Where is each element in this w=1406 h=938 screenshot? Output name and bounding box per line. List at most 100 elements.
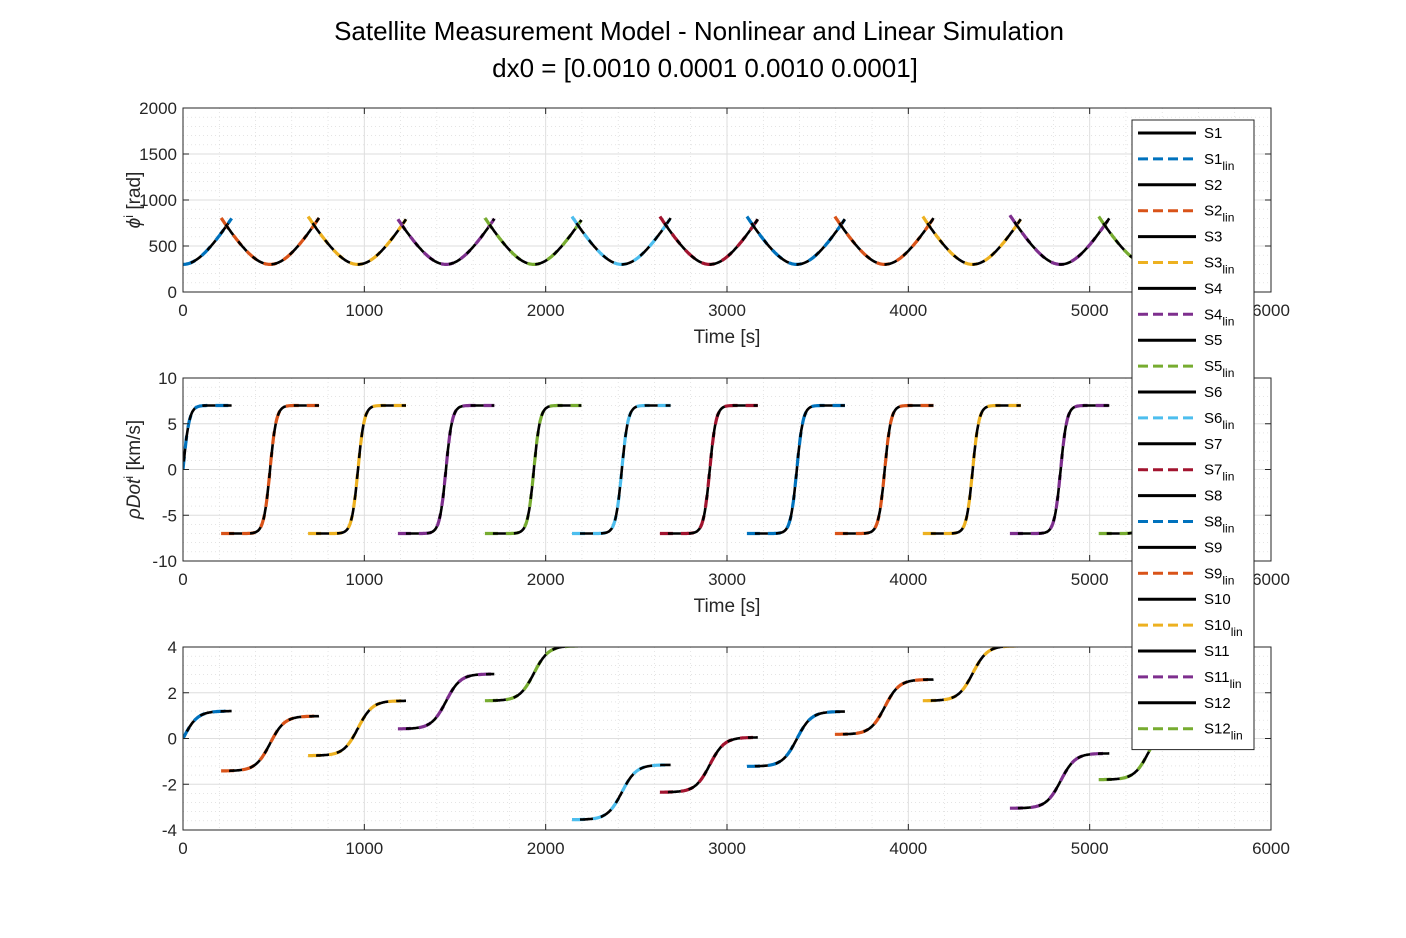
x-tick-label: 0 [178,839,187,858]
x-tick-label: 4000 [889,570,927,589]
series-line-S9 [834,678,934,736]
series-line-S7 [658,215,759,266]
x-tick-label: 2000 [527,570,565,589]
series-line-S4-lin [396,217,496,266]
series-line-S8-lin [745,215,847,266]
series-group [183,403,1180,536]
series-line-S11 [1009,404,1110,535]
series-line-S6 [572,763,671,821]
legend-label-S5-lin: S5lin [1204,358,1234,380]
legend: S1 S1lin S2 S2lin S3 S3lin S4 S4lin S5 S5lin S6 S6l… [1131,119,1255,751]
subplot-phi: 0 1000 2000 3000 4000 5000 6000 0 500 1000 1500 200… [121,99,1290,348]
y-tick-label: -4 [162,821,177,840]
series-line-S5 [484,647,582,702]
x-tick-label: 3000 [708,839,746,858]
y-tick-label: 500 [149,237,177,256]
legend-label-S3-lin: S3lin [1204,255,1234,277]
y-tick-label: 2000 [139,99,177,118]
series-line-S1 [183,709,232,740]
series-line-S9-lin [833,215,935,266]
legend-label-S6: S6 [1204,384,1222,401]
series-line-S2-lin [219,216,321,266]
y-axis-label: ϕi [rad] [121,172,145,229]
series-line-S2-lin [221,714,320,773]
series-line-S6-lin [572,763,671,822]
y-axis-label: ρDoti [km/s] [121,420,145,520]
x-tick-label: 1000 [345,301,383,320]
x-tick-label: 3000 [708,570,746,589]
legend-label-S6-lin: S6lin [1204,410,1234,432]
x-tick-label: 6000 [1252,301,1290,320]
y-tick-label: 2 [168,684,177,703]
y-tick-label: 5 [168,415,177,434]
series-line-S6 [572,404,671,535]
y-tick-label: -5 [162,506,177,525]
x-axis-label: Time [s] [694,596,761,617]
x-tick-label: 3000 [708,301,746,320]
x-tick-label: 0 [178,570,187,589]
x-tick-label: 5000 [1071,570,1109,589]
y-tick-label: 0 [168,283,177,302]
legend-label-S12: S12 [1204,695,1231,712]
series-line-S8 [746,710,845,768]
subplot-elev: 0 1000 2000 3000 4000 5000 6000 -4 -2 0 2 4 [162,638,1290,858]
series-line-S4-lin [397,672,495,731]
y-tick-label: -10 [152,552,177,571]
series-group [183,214,1182,266]
series-line-S12 [1098,404,1180,535]
legend-label-S8: S8 [1204,488,1222,505]
legend-label-S2-lin: S2lin [1204,203,1234,225]
series-line-S9 [833,215,935,266]
y-tick-label: 1500 [139,145,177,164]
series-line-S2 [220,217,321,266]
legend-label-S2: S2 [1204,177,1222,194]
series-line-S2 [221,714,320,773]
series-line-S11 [1008,214,1111,266]
series-line-S8 [745,215,846,266]
series-line-S7 [659,736,758,794]
x-tick-label: 2000 [527,839,565,858]
x-tick-label: 1000 [345,570,383,589]
legend-label-S12-lin: S12lin [1204,721,1243,743]
series-line-S3 [308,404,406,535]
series-line-S7-lin [658,215,760,266]
x-tick-label: 4000 [889,839,927,858]
series-line-S9 [834,404,934,535]
legend-label-S1-lin: S1lin [1204,151,1234,173]
x-tick-label: 4000 [889,301,927,320]
legend-label-S10: S10 [1204,591,1231,608]
x-tick-label: 5000 [1071,839,1109,858]
series-line-S7 [659,404,758,535]
series-line-S11-lin [1009,751,1110,810]
legend-label-S10-lin: S10lin [1204,617,1243,639]
series-line-S8-lin [746,710,845,768]
x-tick-label: 0 [178,301,187,320]
x-tick-label: 6000 [1252,570,1290,589]
y-tick-label: 0 [168,730,177,749]
series-line-S4 [397,672,495,731]
series-line-S3 [308,699,406,757]
series-line-S1 [183,217,233,266]
series-line-S4 [397,404,495,535]
legend-label-S4: S4 [1204,280,1222,297]
series-group [183,647,1181,822]
legend-label-S11-lin: S11lin [1204,669,1242,691]
series-line-S3-lin [308,699,406,758]
x-tick-label: 6000 [1252,839,1290,858]
axes-layer: 0 1000 2000 3000 4000 5000 6000050010001500200… [121,99,1290,858]
series-line-S8 [746,404,845,535]
series-line-S10 [921,215,1022,266]
x-tick-label: 2000 [527,301,565,320]
y-tick-label: 0 [168,461,177,480]
y-tick-label: -2 [162,775,177,794]
y-tick-label: 10 [158,369,177,388]
y-tick-label: 1000 [139,191,177,210]
legend-label-S7: S7 [1204,436,1222,453]
series-line-S6-lin [570,215,672,266]
x-tick-label: 1000 [345,839,383,858]
legend-label-S11: S11 [1204,643,1230,660]
legend-box [1131,119,1255,751]
series-line-S9-lin [834,677,934,736]
legend-label-S1: S1 [1204,125,1222,142]
